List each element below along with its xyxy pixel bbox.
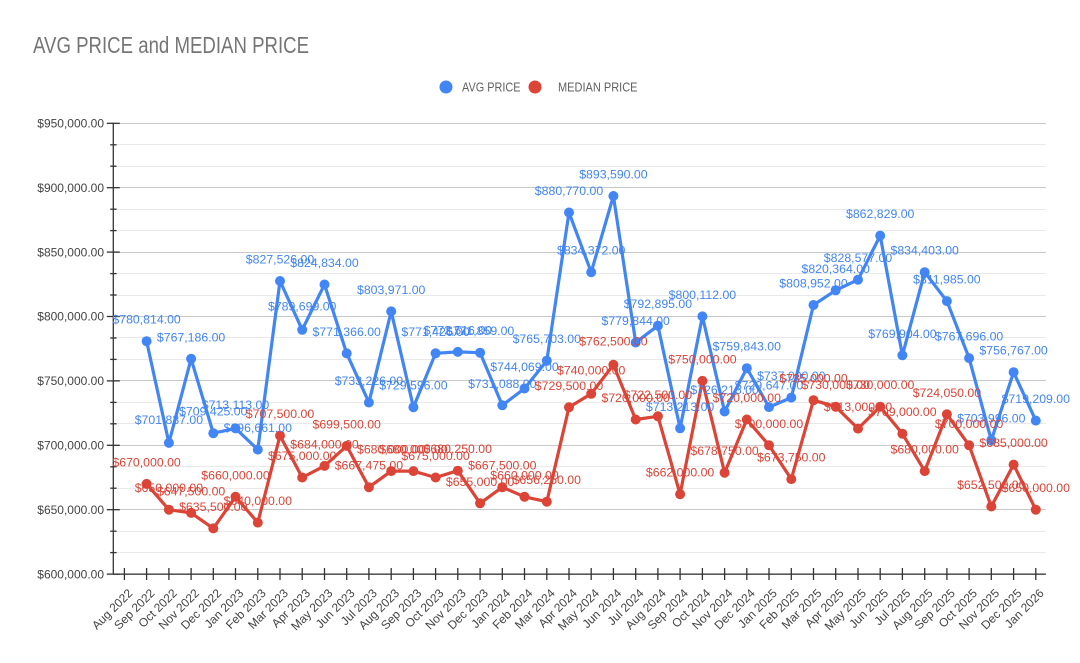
svg-text:$660,000.00: $660,000.00 <box>201 468 270 482</box>
svg-text:$803,971.00: $803,971.00 <box>357 283 426 297</box>
svg-text:$811,985.00: $811,985.00 <box>913 273 981 287</box>
svg-text:$722,500.00: $722,500.00 <box>624 388 693 402</box>
svg-text:$808,952.00: $808,952.00 <box>779 277 848 291</box>
svg-text:$675,000.00: $675,000.00 <box>268 449 337 463</box>
svg-text:$670,000.00: $670,000.00 <box>112 455 181 469</box>
svg-text:$680,000.00: $680,000.00 <box>357 443 426 457</box>
svg-text:$834,372.00: $834,372.00 <box>557 244 626 258</box>
svg-text:$771,426.00: $771,426.00 <box>401 325 470 339</box>
svg-text:$820,364.00: $820,364.00 <box>802 262 871 276</box>
svg-text:$729,647.00: $729,647.00 <box>735 379 804 393</box>
svg-text:$862,829.00: $862,829.00 <box>846 207 915 221</box>
svg-text:$650,000.00: $650,000.00 <box>1002 481 1071 495</box>
svg-text:$827,526.00: $827,526.00 <box>246 253 315 267</box>
svg-text:$824,834.00: $824,834.00 <box>290 256 359 270</box>
svg-text:$650,000.00: $650,000.00 <box>135 481 204 495</box>
svg-text:$709,425.00: $709,425.00 <box>179 405 248 419</box>
svg-text:$800,112.00: $800,112.00 <box>669 288 737 302</box>
svg-text:$726,215.00: $726,215.00 <box>690 383 759 397</box>
svg-text:$680,000.00: $680,000.00 <box>379 443 448 457</box>
svg-text:$724,050.00: $724,050.00 <box>913 386 982 400</box>
svg-text:$744,069.00: $744,069.00 <box>490 360 559 374</box>
svg-text:$707,500.00: $707,500.00 <box>246 407 315 421</box>
svg-text:$720,000.00: $720,000.00 <box>602 391 671 405</box>
svg-text:$729,500.00: $729,500.00 <box>535 379 604 393</box>
svg-text:$667,475.00: $667,475.00 <box>335 459 404 473</box>
svg-text:$765,703.00: $765,703.00 <box>513 332 582 346</box>
svg-text:MEDIAN PRICE: MEDIAN PRICE <box>558 80 638 95</box>
svg-text:$635,500.00: $635,500.00 <box>179 500 248 514</box>
svg-text:$675,000.00: $675,000.00 <box>401 449 470 463</box>
svg-text:$685,000.00: $685,000.00 <box>979 436 1048 450</box>
svg-text:$893,590.00: $893,590.00 <box>579 168 648 182</box>
svg-text:$850,000.00: $850,000.00 <box>37 245 104 259</box>
svg-text:$771,366.00: $771,366.00 <box>313 325 382 339</box>
svg-text:$772,516.00: $772,516.00 <box>424 323 493 337</box>
svg-text:$655,000.00: $655,000.00 <box>446 475 515 489</box>
svg-text:$699,500.00: $699,500.00 <box>313 417 382 431</box>
svg-text:$684,000.00: $684,000.00 <box>290 437 359 451</box>
svg-text:$950,000.00: $950,000.00 <box>37 117 104 131</box>
svg-text:$800,000.00: $800,000.00 <box>37 310 104 324</box>
svg-text:$640,000.00: $640,000.00 <box>224 494 293 508</box>
svg-text:$678,750.00: $678,750.00 <box>690 444 759 458</box>
svg-text:$667,500.00: $667,500.00 <box>468 459 537 473</box>
svg-text:$767,186.00: $767,186.00 <box>157 330 226 344</box>
svg-text:$709,000.00: $709,000.00 <box>868 405 937 419</box>
svg-text:$750,000.00: $750,000.00 <box>668 352 737 366</box>
svg-text:$600,000.00: $600,000.00 <box>37 567 104 581</box>
svg-text:$756,767.00: $756,767.00 <box>979 344 1048 358</box>
svg-text:$700,000.00: $700,000.00 <box>935 417 1004 431</box>
svg-text:AVG PRICE: AVG PRICE <box>462 80 521 95</box>
svg-text:$735,000.00: $735,000.00 <box>779 372 848 386</box>
svg-text:$750,000.00: $750,000.00 <box>37 374 104 388</box>
svg-text:$647,500.00: $647,500.00 <box>157 484 226 498</box>
svg-text:$733,226.00: $733,226.00 <box>335 374 404 388</box>
svg-text:$762,500.00: $762,500.00 <box>579 334 648 348</box>
svg-text:$660,000.00: $660,000.00 <box>490 468 559 482</box>
svg-text:$759,843.00: $759,843.00 <box>713 340 782 354</box>
svg-text:$652,500.00: $652,500.00 <box>957 478 1026 492</box>
svg-text:$713,000.00: $713,000.00 <box>824 400 893 414</box>
svg-text:$650,000.00: $650,000.00 <box>37 503 104 517</box>
svg-text:$880,770.00: $880,770.00 <box>535 184 604 198</box>
svg-text:$713,213.00: $713,213.00 <box>646 400 715 414</box>
svg-text:$680,250.00: $680,250.00 <box>424 442 493 456</box>
svg-text:$700,000.00: $700,000.00 <box>735 417 804 431</box>
svg-text:$834,403.00: $834,403.00 <box>891 244 960 258</box>
svg-text:$719,209.00: $719,209.00 <box>1002 392 1071 406</box>
svg-text:$789,699.00: $789,699.00 <box>268 299 337 313</box>
svg-text:$662,000.00: $662,000.00 <box>646 466 715 480</box>
svg-text:$730,000.00: $730,000.00 <box>846 378 915 392</box>
svg-text:$900,000.00: $900,000.00 <box>37 181 104 195</box>
svg-text:$720,000.00: $720,000.00 <box>713 391 782 405</box>
svg-text:$769,904.00: $769,904.00 <box>868 327 937 341</box>
svg-text:$673,750.00: $673,750.00 <box>757 451 826 465</box>
svg-text:$696,661.00: $696,661.00 <box>224 421 293 435</box>
svg-text:$729,596.00: $729,596.00 <box>379 379 448 393</box>
svg-text:$731,088.00: $731,088.00 <box>468 377 537 391</box>
svg-text:$771,859.00: $771,859.00 <box>446 324 515 338</box>
svg-text:$730,000.00: $730,000.00 <box>802 378 871 392</box>
svg-text:$792,895.00: $792,895.00 <box>624 297 693 311</box>
svg-text:$680,000.00: $680,000.00 <box>891 443 960 457</box>
svg-text:$713,113.00: $713,113.00 <box>202 398 270 412</box>
svg-text:$780,814.00: $780,814.00 <box>112 313 181 327</box>
svg-text:AVG PRICE and MEDIAN PRICE: AVG PRICE and MEDIAN PRICE <box>33 32 309 58</box>
svg-text:$701,837.00: $701,837.00 <box>135 413 204 427</box>
svg-text:$740,000.00: $740,000.00 <box>557 363 626 377</box>
svg-text:$703,996.00: $703,996.00 <box>957 412 1026 426</box>
svg-text:$779,844.00: $779,844.00 <box>602 314 671 328</box>
svg-text:$767,696.00: $767,696.00 <box>935 330 1004 344</box>
svg-text:$737,000.00: $737,000.00 <box>757 369 826 383</box>
svg-text:$656,250.00: $656,250.00 <box>513 473 582 487</box>
svg-text:$700,000.00: $700,000.00 <box>37 439 104 453</box>
svg-text:$828,577.00: $828,577.00 <box>824 251 893 265</box>
